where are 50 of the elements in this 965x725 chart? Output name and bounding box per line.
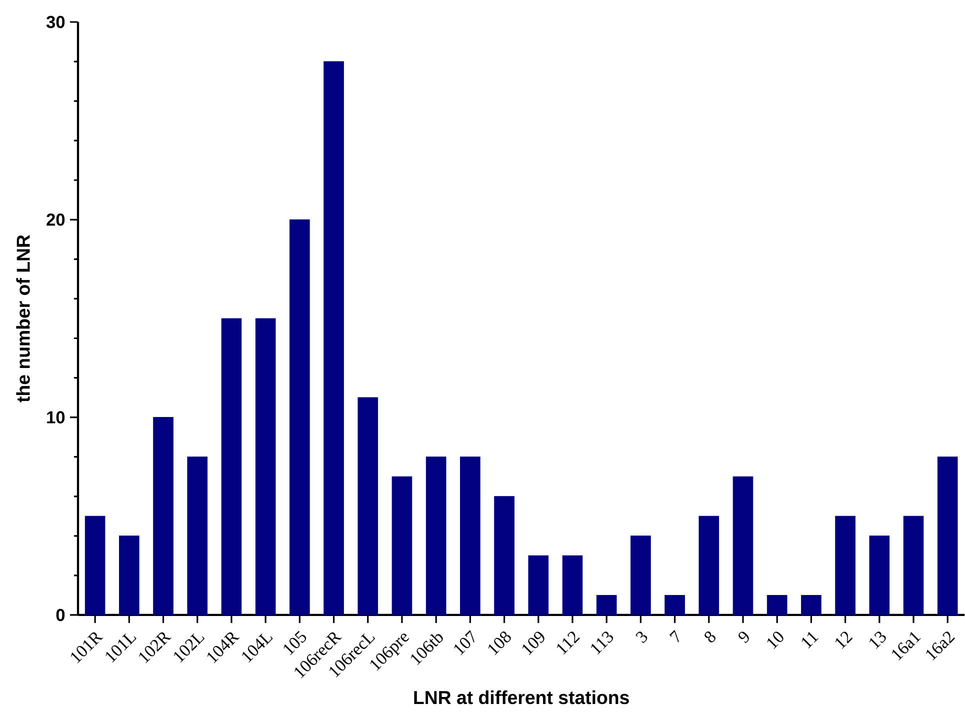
y-tick-label: 20: [46, 214, 65, 226]
x-tick-label: 10: [767, 632, 784, 649]
x-tick-label: 9: [738, 632, 749, 644]
x-tick-label: 16a2: [926, 632, 956, 661]
x-tick-label: 109: [522, 632, 544, 656]
y-tick-label: 30: [46, 16, 65, 28]
bar: [528, 555, 549, 615]
bar: [358, 397, 378, 615]
x-tick-label: 11: [802, 632, 819, 648]
x-tick-label: 108: [488, 632, 511, 656]
bar: [903, 516, 924, 615]
bar: [937, 456, 958, 615]
bar: [869, 536, 890, 615]
x-tick-label: 12: [835, 632, 853, 649]
bar: [290, 219, 310, 615]
y-axis-title: the number of LNR: [16, 234, 30, 402]
bar: [664, 594, 685, 615]
bar: [324, 61, 344, 615]
x-tick-label: 107: [454, 630, 474, 656]
bar: [84, 516, 106, 615]
bar: [221, 318, 242, 615]
bar: [255, 318, 276, 615]
bar: [187, 456, 208, 615]
bar: [426, 456, 446, 615]
bar: [460, 456, 480, 615]
bar: [562, 555, 583, 615]
x-tick-label: 16a1: [892, 632, 921, 661]
x-tick-label: 112: [557, 632, 580, 655]
bar: [630, 536, 651, 615]
x-tick-label: 104L: [242, 633, 273, 663]
bar: [801, 594, 822, 615]
x-tick-label: 13: [870, 632, 886, 649]
bar: [698, 516, 720, 615]
bar: [494, 496, 514, 615]
x-tick-label: 7: [669, 630, 679, 642]
x-tick-label: 3: [636, 632, 648, 644]
y-tick-label: 0: [56, 608, 65, 622]
bar: [835, 516, 856, 615]
bar: [119, 536, 140, 615]
x-tick-label: 101L: [106, 633, 136, 663]
x-axis-title: LNR at different stations: [414, 690, 629, 704]
x-tick-label: 102L: [174, 633, 205, 663]
bar: [153, 417, 174, 615]
x-tick-label: 8: [704, 632, 716, 642]
bar: [596, 594, 617, 615]
bar: [766, 594, 788, 615]
bar: [732, 476, 754, 615]
bar: [392, 476, 412, 615]
y-tick-label: 10: [47, 411, 65, 424]
x-tick-label: 113: [591, 632, 614, 655]
